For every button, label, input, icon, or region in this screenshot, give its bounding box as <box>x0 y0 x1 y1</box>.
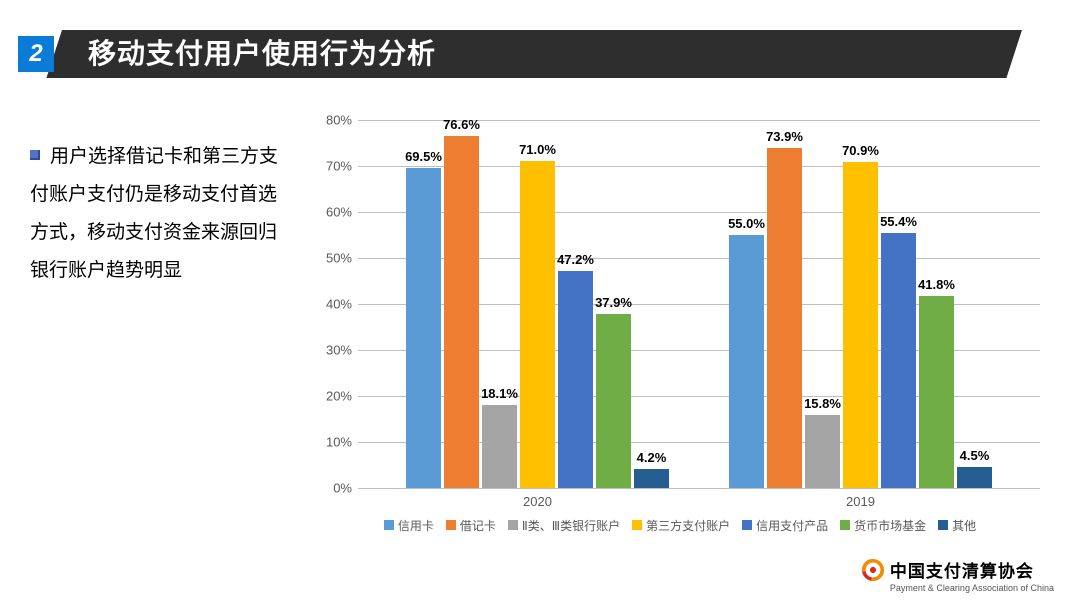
chart-bar: 55.0% <box>729 235 764 488</box>
org-logo-icon <box>862 559 884 581</box>
page-title: 移动支付用户使用行为分析 <box>88 30 436 78</box>
chart-bar-label: 4.2% <box>637 450 667 465</box>
bullet-marker-icon <box>30 150 40 160</box>
chart-bar-label: 69.5% <box>405 149 442 164</box>
chart-legend: 信用卡 借记卡 Ⅱ类、Ⅲ类银行账户 第三方支付账户 信用支付产品 货币市场基金 其他 <box>310 517 1050 534</box>
legend-item: 信用卡 <box>384 517 434 534</box>
org-subtitle: Payment & Clearing Association of China <box>890 583 1054 593</box>
summary-bullet-text: 用户选择借记卡和第三方支付账户支付仍是移动支付首选方式，移动支付资金来源回归银行… <box>30 146 278 281</box>
legend-swatch-icon <box>840 520 850 530</box>
chart-bar: 71.0% <box>520 161 555 488</box>
legend-swatch-icon <box>632 520 642 530</box>
chart-bar: 37.9% <box>596 314 631 488</box>
chart-bar-label: 15.8% <box>804 396 841 411</box>
chart-gridline <box>358 488 1040 489</box>
chart-ytick-label: 40% <box>326 297 358 312</box>
legend-swatch-icon <box>384 520 394 530</box>
chart-xtick-label: 2019 <box>846 494 875 509</box>
legend-swatch-icon <box>938 520 948 530</box>
chart-group: 55.0%73.9%15.8%70.9%55.4%41.8%4.5% <box>729 120 992 488</box>
chart-group: 69.5%76.6%18.1%71.0%47.2%37.9%4.2% <box>406 120 669 488</box>
legend-item: 其他 <box>938 517 976 534</box>
legend-label: 信用卡 <box>398 519 434 533</box>
chart-bar: 15.8% <box>805 415 840 488</box>
legend-label: Ⅱ类、Ⅲ类银行账户 <box>522 519 620 533</box>
legend-swatch-icon <box>446 520 456 530</box>
legend-item: Ⅱ类、Ⅲ类银行账户 <box>508 517 620 534</box>
org-name: 中国支付清算协会 <box>890 557 1034 582</box>
chart-bar: 55.4% <box>881 233 916 488</box>
page-header: 2 移动支付用户使用行为分析 <box>18 30 1038 78</box>
chart-bar-label: 55.4% <box>880 214 917 229</box>
chart-bar-label: 70.9% <box>842 143 879 158</box>
chart-bar: 18.1% <box>482 405 517 488</box>
chart-ytick-label: 70% <box>326 159 358 174</box>
summary-bullet: 用户选择借记卡和第三方支付账户支付仍是移动支付首选方式，移动支付资金来源回归银行… <box>30 138 290 290</box>
chart-bar-label: 41.8% <box>918 277 955 292</box>
chart-bar: 76.6% <box>444 136 479 488</box>
footer-org: 中国支付清算协会 Payment & Clearing Association … <box>862 557 1054 593</box>
payment-behavior-chart: 0%10%20%30%40%50%60%70%80%69.5%76.6%18.1… <box>310 110 1050 540</box>
chart-bar-label: 37.9% <box>595 295 632 310</box>
chart-bar: 4.2% <box>634 469 669 488</box>
chart-ytick-label: 30% <box>326 343 358 358</box>
chart-ytick-label: 80% <box>326 113 358 128</box>
chart-ytick-label: 0% <box>333 481 358 496</box>
chart-bar-label: 47.2% <box>557 252 594 267</box>
chart-bar: 73.9% <box>767 148 802 488</box>
chart-bar-label: 55.0% <box>728 216 765 231</box>
chart-ytick-label: 50% <box>326 251 358 266</box>
legend-item: 信用支付产品 <box>742 517 828 534</box>
chart-bar-label: 18.1% <box>481 386 518 401</box>
chart-bar-label: 71.0% <box>519 142 556 157</box>
chart-bar-label: 73.9% <box>766 129 803 144</box>
chart-bar-label: 76.6% <box>443 117 480 132</box>
chart-ytick-label: 60% <box>326 205 358 220</box>
chart-ytick-label: 20% <box>326 389 358 404</box>
legend-label: 其他 <box>952 519 976 533</box>
legend-label: 第三方支付账户 <box>646 519 730 533</box>
chart-bar: 70.9% <box>843 162 878 488</box>
chart-xtick-label: 2020 <box>523 494 552 509</box>
legend-label: 信用支付产品 <box>756 519 828 533</box>
chart-bar: 41.8% <box>919 296 954 488</box>
chart-bar-label: 4.5% <box>960 448 990 463</box>
chart-bar: 4.5% <box>957 467 992 488</box>
chart-plot-area: 0%10%20%30%40%50%60%70%80%69.5%76.6%18.1… <box>358 120 1040 488</box>
legend-label: 货币市场基金 <box>854 519 926 533</box>
legend-label: 借记卡 <box>460 519 496 533</box>
chart-bar: 47.2% <box>558 271 593 488</box>
section-number-box: 2 <box>18 36 54 72</box>
legend-item: 第三方支付账户 <box>632 517 730 534</box>
legend-item: 借记卡 <box>446 517 496 534</box>
chart-bar: 69.5% <box>406 168 441 488</box>
legend-swatch-icon <box>508 520 518 530</box>
legend-swatch-icon <box>742 520 752 530</box>
chart-ytick-label: 10% <box>326 435 358 450</box>
legend-item: 货币市场基金 <box>840 517 926 534</box>
